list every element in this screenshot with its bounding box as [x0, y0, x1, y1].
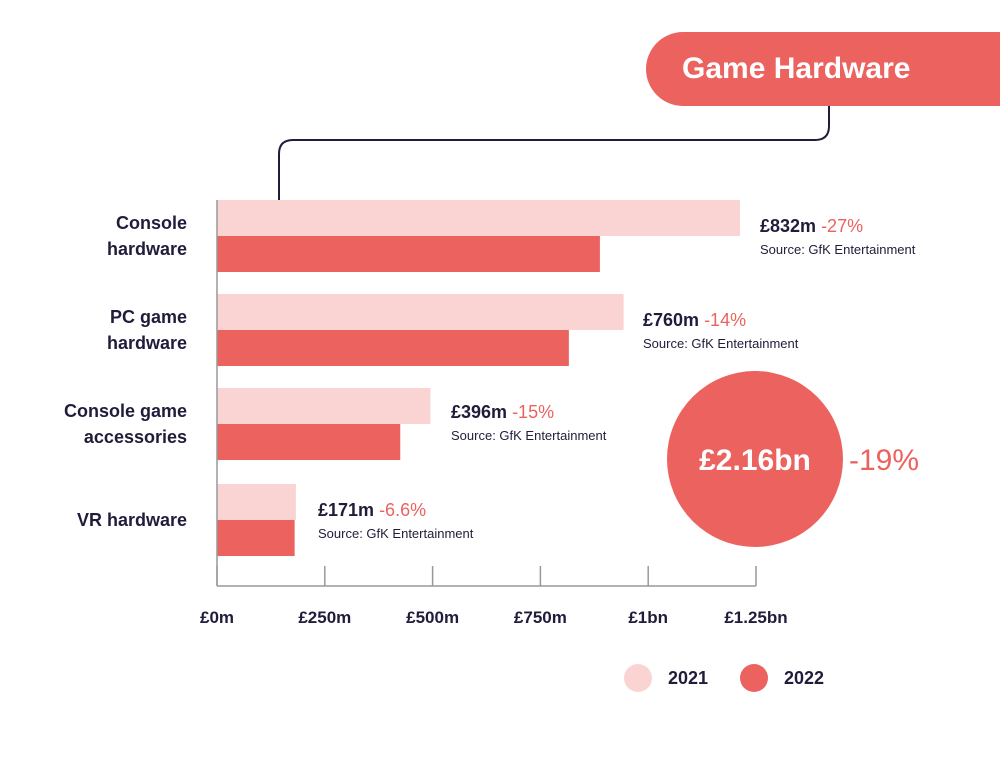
total-value: £2.16bn [699, 444, 811, 477]
legend-label-2021: 2021 [668, 667, 709, 688]
bar-2021-0 [217, 200, 741, 236]
legend-swatch-2022 [740, 664, 768, 692]
source-label-2: Source: GfK Entertainment [451, 428, 607, 443]
bar-2022-2 [217, 424, 401, 460]
x-tick-label-2: £500m [406, 608, 459, 627]
source-label-3: Source: GfK Entertainment [318, 526, 474, 541]
value-label-1: £760m -14% [643, 310, 746, 330]
legend-item-2022: 2022 [740, 662, 824, 694]
bar-2022-0 [217, 236, 600, 272]
value-label-0: £832m -27% [760, 216, 863, 236]
value-label-2: £396m -15% [451, 402, 554, 422]
x-axis: £0m £250m £500m £750m £1bn £1.25bn [200, 200, 788, 627]
total-circle [667, 371, 843, 547]
source-label-1: Source: GfK Entertainment [643, 336, 799, 351]
total-change: -19% [849, 444, 919, 477]
x-tick-label-5: £1.25bn [724, 608, 787, 627]
bar-2021-2 [217, 388, 431, 424]
category-label-1: PC game hardware [107, 307, 187, 353]
value-label-3: £171m -6.6% [318, 500, 426, 520]
bar-2022-3 [217, 520, 295, 556]
x-tick-label-0: £0m [200, 608, 234, 627]
category-label-2: Console game accessories [64, 401, 187, 447]
x-tick-label-1: £250m [298, 608, 351, 627]
category-label-0: Console hardware [107, 213, 187, 259]
bar-2021-3 [217, 484, 296, 520]
labels-group: Console hardware £832m -27% Source: GfK Ent… [64, 213, 916, 541]
decor-group: £2.16bn -19% [278, 106, 919, 547]
legend-label-2022: 2022 [784, 667, 825, 688]
bars-group [217, 200, 741, 556]
legend-swatch-2021 [624, 664, 652, 692]
source-label-0: Source: GfK Entertainment [760, 242, 916, 257]
category-label-3: VR hardware [77, 510, 187, 530]
bar-2022-1 [217, 330, 569, 366]
x-tick-label-3: £750m [514, 608, 567, 627]
bar-2021-1 [217, 294, 624, 330]
x-tick-label-4: £1bn [628, 608, 668, 627]
legend-item-2021: 2021 [624, 662, 708, 694]
chart-title: Game Hardware [646, 32, 1000, 106]
title-connector-line [278, 106, 830, 200]
